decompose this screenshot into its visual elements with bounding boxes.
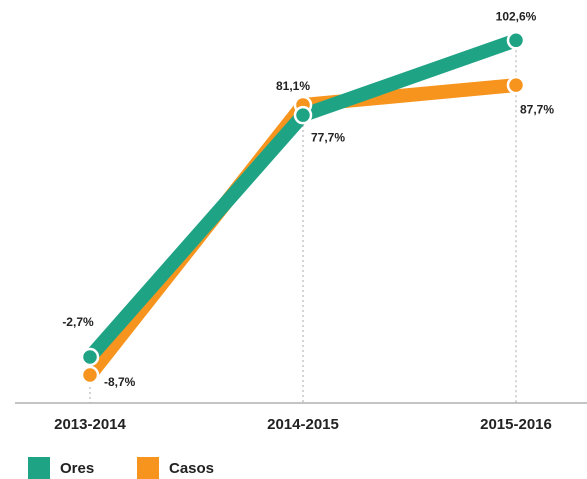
value-label: -8,7% xyxy=(104,375,136,389)
x-tick-label: 2015-2016 xyxy=(480,416,552,433)
point xyxy=(293,105,313,125)
value-label: 87,7% xyxy=(520,102,554,116)
legend-label: Casos xyxy=(169,460,214,477)
value-label: 81,1% xyxy=(276,79,310,93)
value-label: 102,6% xyxy=(496,9,537,23)
legend-swatch xyxy=(28,457,50,479)
point xyxy=(506,31,526,50)
point xyxy=(506,75,526,95)
legend-label: Ores xyxy=(60,460,94,477)
legend-swatch xyxy=(137,457,159,479)
value-label: -2,7% xyxy=(62,315,94,329)
point xyxy=(80,347,100,367)
value-label: 77,7% xyxy=(311,130,345,144)
point xyxy=(80,365,100,385)
x-tick-label: 2014-2015 xyxy=(267,416,339,433)
x-tick-label: 2013-2014 xyxy=(54,416,126,433)
